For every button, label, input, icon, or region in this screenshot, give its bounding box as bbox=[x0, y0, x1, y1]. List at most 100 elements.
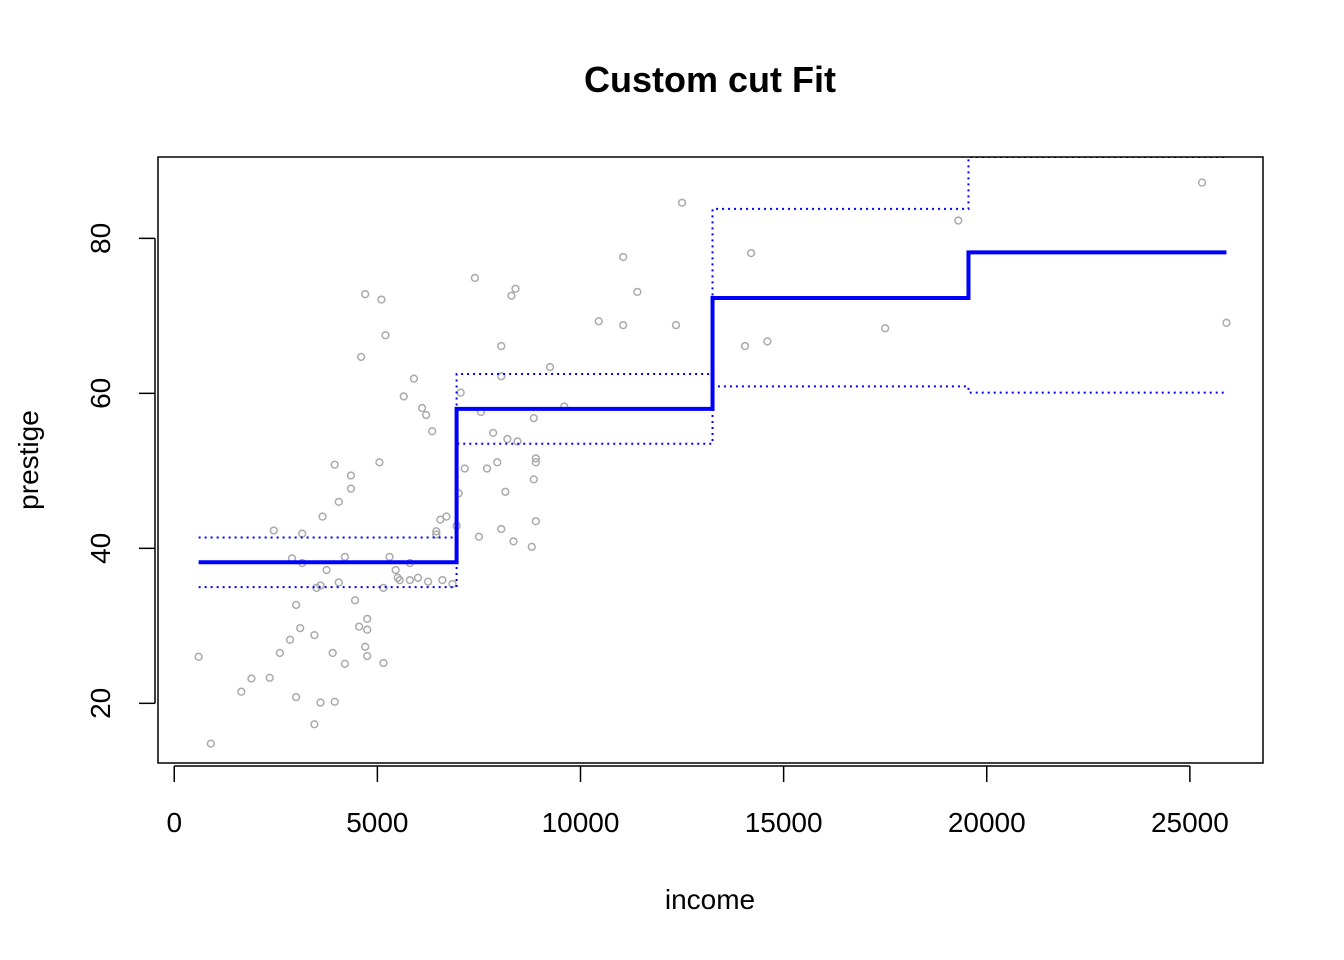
data-point bbox=[381, 331, 390, 340]
data-point bbox=[432, 527, 441, 536]
data-point bbox=[509, 537, 518, 546]
plot-frame bbox=[157, 156, 1264, 764]
y-tick-label: 80 bbox=[85, 223, 116, 254]
data-point bbox=[363, 625, 372, 634]
chart-title: Custom cut Fit bbox=[584, 59, 836, 100]
data-point bbox=[310, 630, 319, 640]
data-point bbox=[399, 392, 408, 401]
data-point bbox=[310, 720, 319, 729]
data-point bbox=[417, 403, 427, 413]
data-point bbox=[330, 697, 339, 706]
data-point bbox=[334, 497, 343, 506]
data-point bbox=[497, 341, 506, 351]
data-point bbox=[391, 565, 400, 575]
data-point bbox=[531, 517, 540, 526]
data-point bbox=[194, 652, 203, 661]
data-point bbox=[881, 324, 890, 333]
data-point bbox=[442, 512, 451, 521]
data-point bbox=[346, 471, 356, 480]
data-point bbox=[318, 512, 327, 521]
y-tick-label: 40 bbox=[85, 533, 116, 564]
data-point bbox=[405, 575, 415, 585]
data-point bbox=[285, 635, 295, 644]
data-point bbox=[340, 659, 350, 668]
data-point bbox=[363, 614, 372, 624]
data-point bbox=[379, 658, 388, 668]
data-point bbox=[275, 648, 285, 658]
data-point bbox=[269, 526, 278, 535]
data-point bbox=[346, 484, 356, 493]
data-point bbox=[340, 552, 350, 562]
data-point bbox=[474, 532, 484, 541]
plot-area bbox=[194, 157, 1231, 748]
data-point bbox=[206, 739, 215, 748]
data-point bbox=[497, 524, 506, 534]
data-point bbox=[395, 575, 404, 585]
data-point bbox=[531, 454, 540, 463]
data-point bbox=[393, 573, 402, 582]
data-point bbox=[316, 698, 325, 707]
data-point bbox=[619, 252, 628, 262]
data-point bbox=[503, 434, 512, 444]
data-point bbox=[460, 464, 469, 473]
data-point bbox=[237, 687, 246, 696]
data-point bbox=[350, 596, 360, 605]
x-tick-label: 15000 bbox=[745, 807, 823, 838]
y-axis: 20 40 60 80 bbox=[85, 223, 156, 719]
data-point bbox=[296, 624, 305, 633]
data-point bbox=[385, 552, 394, 562]
x-tick-label: 5000 bbox=[346, 807, 408, 838]
data-point bbox=[291, 600, 301, 610]
data-point bbox=[334, 578, 343, 587]
x-tick-label: 10000 bbox=[542, 807, 620, 838]
data-point bbox=[298, 529, 307, 538]
data-point bbox=[377, 295, 386, 304]
data-point bbox=[247, 674, 256, 683]
data-point bbox=[671, 321, 681, 330]
data-point bbox=[633, 287, 642, 296]
data-point bbox=[424, 577, 433, 586]
data-point bbox=[497, 372, 506, 381]
data-point bbox=[529, 414, 538, 423]
data-point bbox=[545, 362, 555, 372]
x-axis: 0 5000 10000 15000 20000 25000 bbox=[166, 765, 1229, 838]
data-point bbox=[413, 573, 423, 582]
data-point bbox=[456, 388, 465, 397]
fit-line bbox=[198, 250, 1227, 565]
data-point bbox=[330, 460, 339, 469]
data-point bbox=[493, 458, 502, 467]
lower-band-line bbox=[198, 385, 1227, 589]
y-tick-label: 20 bbox=[85, 688, 116, 719]
x-tick-label: 20000 bbox=[948, 807, 1026, 838]
data-point bbox=[529, 475, 538, 484]
data-point bbox=[316, 581, 325, 590]
data-point bbox=[363, 651, 372, 661]
upper-band-line bbox=[198, 157, 1227, 539]
data-point bbox=[291, 692, 301, 702]
data-point bbox=[356, 352, 366, 362]
data-point bbox=[763, 337, 772, 346]
data-point bbox=[531, 458, 540, 467]
data-point bbox=[619, 321, 628, 330]
data-point bbox=[322, 565, 331, 575]
data-point bbox=[501, 487, 510, 496]
data-point bbox=[328, 648, 337, 658]
x-tick-label: 25000 bbox=[1151, 807, 1229, 838]
data-point bbox=[409, 374, 419, 383]
data-point bbox=[428, 427, 437, 436]
data-point bbox=[513, 437, 522, 446]
data-point bbox=[594, 317, 603, 326]
data-point bbox=[677, 198, 687, 207]
x-axis-label: income bbox=[665, 884, 755, 915]
data-point bbox=[1222, 318, 1231, 327]
data-point bbox=[375, 458, 384, 467]
data-point bbox=[265, 673, 274, 682]
y-tick-label: 60 bbox=[85, 378, 116, 409]
data-point bbox=[361, 290, 370, 299]
data-point bbox=[432, 530, 441, 539]
data-point bbox=[507, 291, 516, 300]
data-point bbox=[1197, 178, 1207, 187]
data-point bbox=[527, 542, 536, 551]
data-point bbox=[954, 216, 963, 225]
data-point bbox=[354, 622, 364, 631]
